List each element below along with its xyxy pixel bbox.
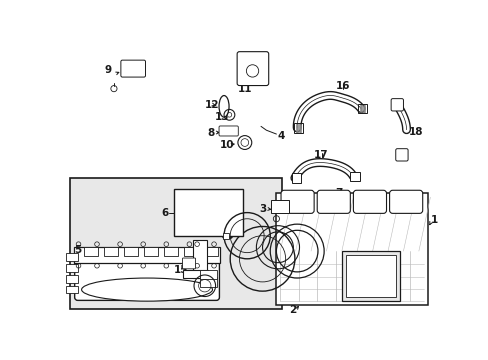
Bar	[66, 275, 78, 283]
FancyBboxPatch shape	[237, 52, 268, 86]
Bar	[297, 124, 298, 132]
Text: 6: 6	[161, 208, 168, 217]
Bar	[291, 173, 301, 183]
Text: 1: 1	[430, 215, 438, 225]
Bar	[84, 247, 98, 256]
Text: 12: 12	[204, 100, 219, 110]
Bar	[163, 247, 178, 256]
Text: 8: 8	[207, 127, 214, 138]
FancyBboxPatch shape	[353, 190, 386, 213]
FancyBboxPatch shape	[200, 270, 217, 279]
Bar	[174, 189, 243, 236]
Bar	[203, 247, 218, 256]
FancyBboxPatch shape	[390, 99, 403, 111]
Text: 5: 5	[74, 244, 81, 255]
Bar	[341, 251, 399, 301]
Bar	[276, 193, 427, 305]
Bar	[362, 105, 363, 112]
FancyBboxPatch shape	[270, 200, 289, 213]
Text: 7: 7	[335, 188, 343, 198]
Bar	[66, 264, 78, 272]
Bar	[293, 123, 303, 132]
Bar	[345, 255, 395, 297]
Bar	[364, 105, 365, 112]
Bar	[143, 247, 158, 256]
Bar	[104, 247, 118, 256]
Text: 18: 18	[408, 127, 423, 137]
Bar	[295, 124, 296, 132]
Bar	[360, 105, 362, 112]
Bar	[66, 286, 78, 293]
Bar	[359, 105, 360, 112]
Bar	[123, 247, 138, 256]
Bar	[183, 270, 207, 278]
Bar	[183, 247, 198, 256]
Text: 13: 13	[214, 112, 229, 122]
Text: 9: 9	[104, 65, 112, 75]
FancyBboxPatch shape	[200, 277, 217, 287]
Bar	[70, 178, 281, 309]
Text: 10: 10	[220, 140, 234, 150]
Text: 16: 16	[335, 81, 349, 91]
Text: 4: 4	[277, 131, 285, 141]
Bar	[349, 172, 359, 181]
Text: 2: 2	[289, 305, 296, 315]
FancyBboxPatch shape	[281, 190, 313, 213]
Bar	[300, 124, 301, 132]
FancyBboxPatch shape	[121, 60, 145, 77]
Bar	[357, 104, 366, 113]
Bar	[66, 253, 78, 261]
FancyBboxPatch shape	[317, 190, 349, 213]
FancyBboxPatch shape	[75, 260, 219, 300]
Bar	[298, 124, 299, 132]
Text: 15: 15	[174, 265, 188, 275]
Text: 11: 11	[238, 84, 252, 94]
Bar	[74, 247, 220, 263]
FancyBboxPatch shape	[389, 190, 422, 213]
Ellipse shape	[219, 95, 228, 117]
FancyBboxPatch shape	[182, 258, 195, 269]
FancyBboxPatch shape	[395, 149, 407, 161]
FancyBboxPatch shape	[219, 126, 238, 136]
Text: 17: 17	[313, 150, 328, 160]
Ellipse shape	[81, 278, 212, 301]
Text: 3: 3	[259, 204, 266, 214]
Text: 14: 14	[212, 221, 226, 231]
Bar	[222, 233, 228, 239]
Bar	[193, 239, 207, 278]
